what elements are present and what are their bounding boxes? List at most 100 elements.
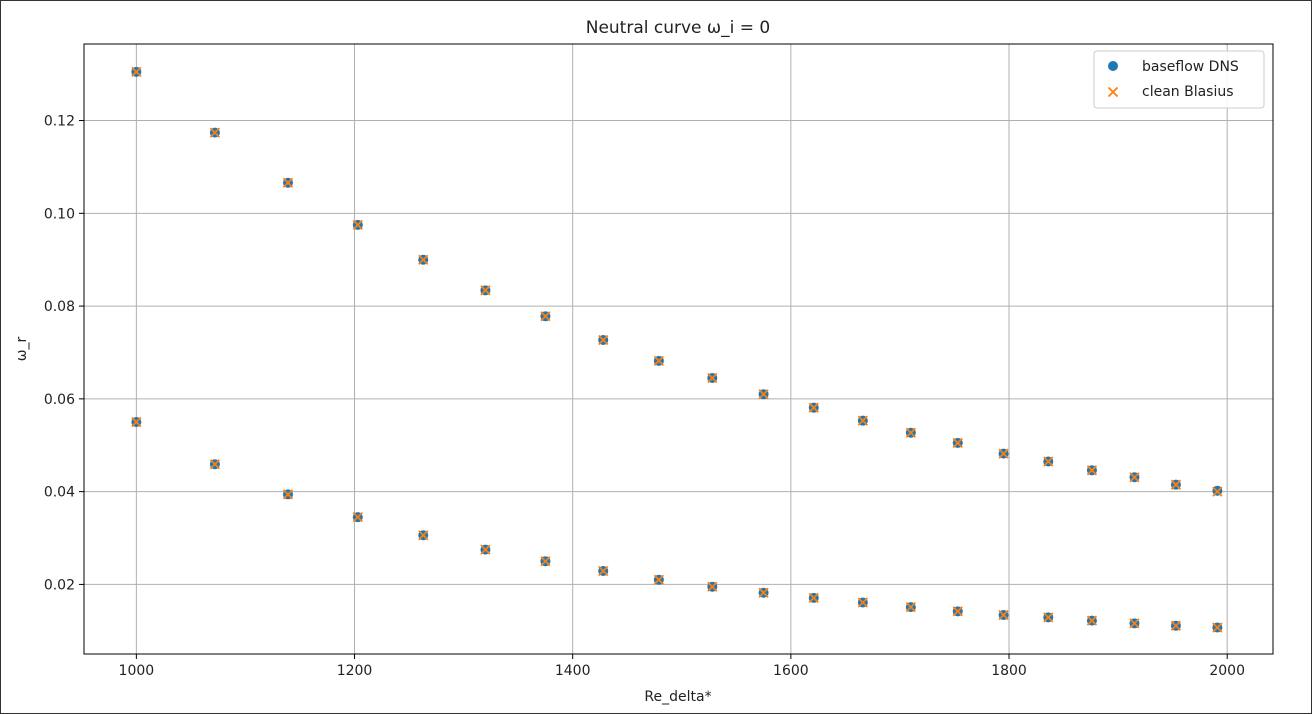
clean-blasius-lower-point: [598, 565, 609, 577]
clean-blasius-upper-point: [209, 127, 221, 138]
clean-blasius-lower-point: [1043, 612, 1054, 623]
legend-label-baseflow-dns: baseflow DNS: [1142, 59, 1239, 75]
x-marker-stroke: [1043, 456, 1054, 467]
clean-blasius-upper-point: [808, 402, 819, 413]
clean-blasius-upper-point: [998, 448, 1009, 459]
clean-blasius-lower-point: [707, 581, 718, 592]
legend: baseflow DNS clean Blasius: [1093, 50, 1265, 109]
x-marker-stroke: [209, 459, 221, 470]
clean-blasius-lower-point: [1212, 622, 1223, 633]
legend-marker-baseflow-dns: [1108, 61, 1118, 71]
clean-blasius-upper-point: [540, 311, 551, 322]
x-marker-stroke: [1212, 486, 1223, 497]
clean-blasius-upper-point: [758, 389, 769, 400]
y-axis-label: ω_r: [14, 337, 30, 362]
clean-blasius-lower-point: [480, 544, 491, 555]
legend-marker-clean-blasius: [1107, 86, 1119, 98]
x-marker-stroke: [808, 402, 819, 413]
clean-blasius-lower-point: [952, 606, 963, 617]
x-tick-label: 1200: [337, 663, 373, 679]
x-marker-stroke: [598, 334, 609, 346]
x-tick-label: 1000: [119, 663, 155, 679]
y-axis-ticks: 0.02 0.04 0.06 0.08 0.10 0.12: [44, 114, 84, 593]
clean-blasius-upper-point: [131, 66, 142, 77]
x-marker-stroke: [480, 285, 491, 296]
y-tick-label: 0.10: [44, 206, 75, 222]
x-marker-stroke: [1129, 472, 1140, 483]
x-marker-stroke: [480, 544, 491, 555]
x-marker-stroke: [707, 372, 718, 384]
x-marker-stroke: [808, 592, 819, 604]
chart-title: Neutral curve ω_i = 0: [586, 18, 771, 38]
x-marker-stroke: [857, 597, 868, 608]
clean-blasius-upper-point: [707, 372, 718, 384]
x-marker-stroke: [1043, 612, 1054, 623]
clean-blasius-lower-point: [758, 587, 769, 598]
clean-blasius-lower-point: [1086, 615, 1098, 626]
y-tick-label: 0.02: [44, 577, 75, 593]
x-marker-stroke: [998, 609, 1009, 621]
y-tick-label: 0.08: [44, 299, 75, 315]
plot-area: [83, 43, 1274, 655]
y-tick-label: 0.12: [44, 114, 75, 130]
legend-box: [1093, 50, 1265, 109]
clean-blasius-upper-point: [282, 177, 294, 188]
x-tick-label: 2000: [1209, 663, 1245, 679]
x-marker-stroke: [209, 127, 221, 138]
clean-blasius-lower-point: [905, 602, 916, 613]
x-marker-stroke: [1086, 615, 1098, 626]
clean-blasius-lower-point: [808, 592, 819, 604]
x-marker-stroke: [352, 512, 363, 523]
x-marker-stroke: [1129, 618, 1140, 629]
clean-blasius-lower-point: [1129, 618, 1140, 629]
x-marker-stroke: [952, 606, 963, 617]
x-marker-stroke: [653, 355, 665, 366]
x-marker-stroke: [131, 416, 142, 428]
x-axis-label: Re_delta*: [644, 689, 711, 705]
clean-blasius-upper-point: [905, 427, 916, 438]
x-marker-stroke: [1086, 465, 1098, 476]
x-marker-stroke: [707, 581, 718, 592]
x-marker-stroke: [418, 254, 429, 265]
clean-blasius-lower-point: [282, 489, 294, 500]
x-marker-stroke: [905, 602, 916, 613]
clean-blasius-lower-point: [131, 416, 142, 428]
grid-lines: [84, 44, 1273, 654]
x-marker-stroke: [540, 311, 551, 322]
x-marker-stroke: [1212, 622, 1223, 633]
x-marker-stroke: [1170, 479, 1182, 490]
x-marker-stroke: [131, 66, 142, 77]
clean-blasius-upper-point: [480, 285, 491, 296]
y-tick-label: 0.06: [44, 392, 75, 408]
clean-blasius-upper-point: [1086, 465, 1098, 476]
x-marker-stroke: [418, 530, 429, 541]
clean-blasius-lower-point: [209, 459, 221, 470]
clean-blasius-lower-point: [540, 556, 551, 567]
x-marker-stroke: [598, 565, 609, 577]
x-tick-label: 1400: [555, 663, 591, 679]
y-tick-label: 0.04: [44, 485, 75, 501]
clean-blasius-upper-point: [1212, 486, 1223, 497]
x-marker-stroke: [1170, 620, 1182, 631]
x-marker-stroke: [352, 219, 363, 231]
x-axis-ticks: 1000 1200 1400 1600 1800 2000: [119, 654, 1245, 679]
x-marker-stroke: [857, 415, 868, 426]
x-tick-label: 1600: [773, 663, 809, 679]
x-marker-stroke: [905, 427, 916, 438]
clean-blasius-upper-point: [1043, 456, 1054, 467]
clean-blasius-upper-point: [352, 219, 363, 231]
x-marker-stroke: [653, 574, 665, 585]
legend-label-clean-blasius: clean Blasius: [1142, 84, 1234, 100]
x-marker-stroke: [952, 437, 963, 449]
clean-blasius-upper-point: [653, 355, 665, 366]
clean-blasius-upper-point: [1129, 472, 1140, 483]
clean-blasius-upper-point: [952, 437, 963, 449]
clean-blasius-upper-point: [1170, 479, 1182, 490]
x-marker-stroke: [758, 587, 769, 598]
x-marker-stroke: [282, 177, 294, 188]
clean-blasius-upper-point: [418, 254, 429, 265]
x-marker-stroke: [1107, 86, 1119, 98]
clean-blasius-lower-point: [1170, 620, 1182, 631]
